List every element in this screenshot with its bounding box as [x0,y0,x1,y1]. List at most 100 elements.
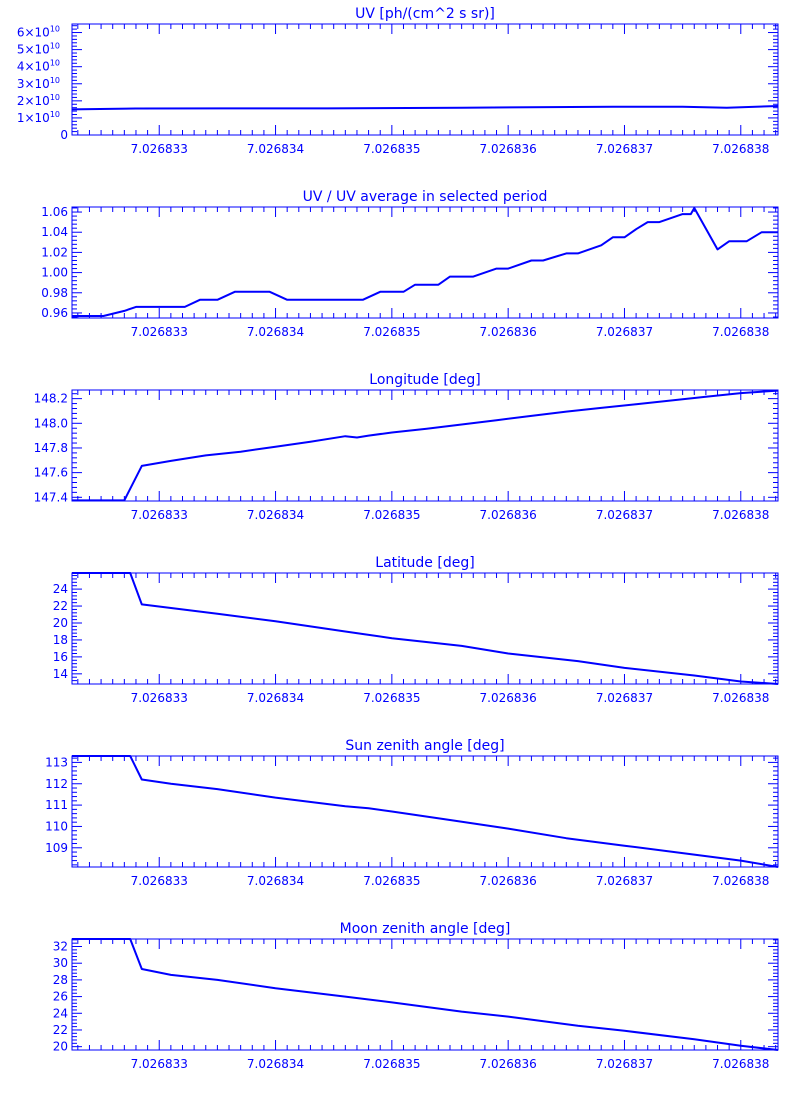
x-tick-label: 7.026837 [596,1057,653,1071]
x-tick-label: 7.026833 [131,691,188,705]
y-tick-label: 1.04 [41,225,68,239]
x-tick-label: 7.026838 [712,874,769,888]
y-tick-label: 113 [45,755,68,769]
y-tick-label: 6×1010 [17,25,60,40]
x-tick-label: 7.026836 [480,508,537,522]
y-tick-label: 0 [60,128,68,142]
series-line [72,207,778,317]
y-tick-exponent: 10 [50,59,60,68]
y-tick-label: 14 [53,667,68,681]
x-tick-label: 7.026833 [131,508,188,522]
y-tick-label: 111 [45,798,68,812]
x-tick-label: 7.026838 [712,1057,769,1071]
series-line [72,938,779,1051]
plot-frame [71,755,779,868]
panel-4: Latitude [deg] 7.026833 7.026834 7.026835 7.… [53,555,779,705]
x-tick-label: 7.026835 [363,691,420,705]
y-tick-label: 1.02 [41,245,68,259]
panel-5: Sun zenith angle [deg] 7.026833 7.026834 7.… [45,738,779,888]
y-tick-exponent: 10 [50,93,60,102]
x-tick-label: 7.026833 [131,325,188,339]
x-tick-label: 7.026836 [480,874,537,888]
x-tick-label: 7.026834 [247,1057,304,1071]
chart-title: UV / UV average in selected period [303,189,548,205]
y-tick-exponent: 10 [50,42,60,51]
chart-title: Longitude [deg] [369,372,480,388]
y-tick-mantissa: 4×10 [17,60,50,74]
y-tick-label: 1.06 [41,205,68,219]
panel-3: Longitude [deg] 7.026833 7.026834 7.026835 7… [34,372,779,522]
plot-frame [71,206,779,319]
x-tick-label: 7.026836 [480,691,537,705]
chart-title: Sun zenith angle [deg] [345,738,504,754]
x-tick-label: 7.026837 [596,874,653,888]
x-tick-label: 7.026834 [247,874,304,888]
y-tick-label: 1×1010 [17,110,60,125]
x-tick-label: 7.026836 [480,142,537,156]
x-tick-label: 7.026837 [596,142,653,156]
series-line [72,755,779,868]
x-tick-label: 7.026838 [712,325,769,339]
x-tick-label: 7.026834 [247,142,304,156]
y-tick-label: 109 [45,841,68,855]
y-tick-mantissa: 5×10 [17,43,50,57]
series-line [72,389,779,502]
y-tick-label: 0.96 [41,306,68,320]
panel-1: UV [ph/(cm^2 s sr)] 7.026833 7.026834 7.026… [17,6,779,156]
y-tick-label: 5×1010 [17,42,60,57]
x-tick-label: 7.026837 [596,508,653,522]
y-tick-exponent: 10 [50,110,60,119]
chart-title: Latitude [deg] [375,555,474,571]
chart-title: Moon zenith angle [deg] [340,921,511,937]
y-tick-label: 22 [53,1023,68,1037]
x-tick-label: 7.026838 [712,508,769,522]
y-tick-label: 20 [53,616,68,630]
x-tick-label: 7.026835 [363,325,420,339]
y-tick-label: 110 [45,819,68,833]
y-tick-label: 112 [45,777,68,791]
y-tick-label: 24 [53,1006,68,1020]
x-tick-label: 7.026835 [363,508,420,522]
plot-frame [71,23,779,136]
x-tick-label: 7.026834 [247,691,304,705]
y-tick-mantissa: 6×10 [17,26,50,40]
plot-frame [71,938,779,1051]
y-tick-label: 1.00 [41,266,68,280]
y-tick-label: 148.2 [34,392,68,406]
x-tick-label: 7.026837 [596,691,653,705]
y-tick-exponent: 10 [50,76,60,85]
y-tick-exponent: 10 [50,25,60,34]
y-tick-mantissa: 3×10 [17,77,50,91]
panel-2: UV / UV average in selected period 7.0268… [41,189,779,339]
y-tick-label: 18 [53,633,68,647]
y-tick-label: 22 [53,599,68,613]
x-tick-label: 7.026835 [363,142,420,156]
y-tick-mantissa: 1×10 [17,111,50,125]
x-tick-label: 7.026833 [131,1057,188,1071]
y-tick-label: 147.6 [34,466,68,480]
x-tick-label: 7.026833 [131,874,188,888]
x-tick-label: 7.026834 [247,508,304,522]
x-tick-label: 7.026838 [712,142,769,156]
x-tick-label: 7.026836 [480,325,537,339]
y-tick-label: 4×1010 [17,59,60,74]
panel-6: Moon zenith angle [deg] 7.026833 7.026834 7… [53,921,779,1071]
y-tick-label: 16 [53,650,68,664]
x-tick-label: 7.026834 [247,325,304,339]
y-tick-label: 3×1010 [17,76,60,91]
x-tick-label: 7.026837 [596,325,653,339]
series-line [71,105,779,111]
y-tick-label: 20 [53,1040,68,1054]
x-tick-label: 7.026835 [363,1057,420,1071]
y-tick-label: 2×1010 [17,93,60,108]
x-tick-label: 7.026838 [712,691,769,705]
y-tick-mantissa: 0 [60,128,68,142]
x-tick-label: 7.026836 [480,1057,537,1071]
y-tick-label: 24 [53,582,68,596]
series-line [72,572,779,685]
x-tick-label: 7.026835 [363,874,420,888]
y-tick-label: 26 [53,990,68,1004]
y-tick-label: 0.98 [41,286,68,300]
plot-frame [71,572,779,685]
